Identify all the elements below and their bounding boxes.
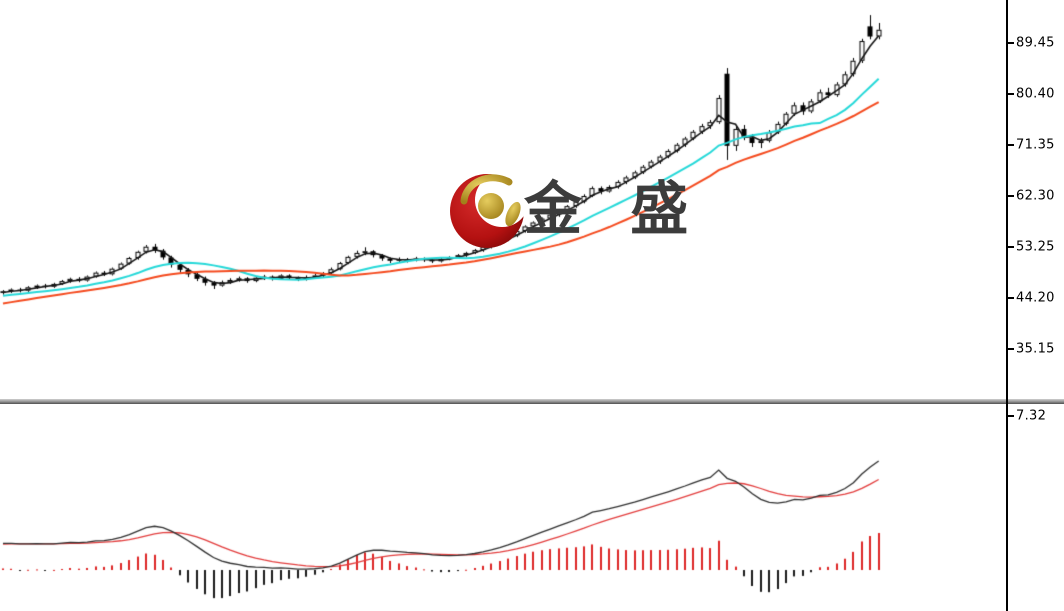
y-axis-tick: [1008, 42, 1014, 44]
panel-separator[interactable]: [0, 399, 1064, 404]
y-axis-label: 35.15: [1016, 341, 1055, 357]
y-axis-label: 44.20: [1016, 290, 1055, 306]
y-axis-label: 7.32: [1016, 408, 1047, 424]
y-axis-label: 71.35: [1016, 137, 1055, 153]
y-axis-label: 80.40: [1016, 86, 1055, 102]
y-axis-tick: [1008, 415, 1014, 417]
y-axis-tick: [1008, 144, 1014, 146]
y-axis-tick: [1008, 93, 1014, 95]
y-axis-label: 53.25: [1016, 239, 1055, 255]
y-axis-line: [1006, 0, 1008, 611]
y-axis-tick: [1008, 297, 1014, 299]
y-axis-tick: [1008, 348, 1014, 350]
y-axis-label: 89.45: [1016, 35, 1055, 51]
y-axis-tick: [1008, 246, 1014, 248]
y-axis-label: 62.30: [1016, 188, 1055, 204]
y-axis-tick: [1008, 195, 1014, 197]
